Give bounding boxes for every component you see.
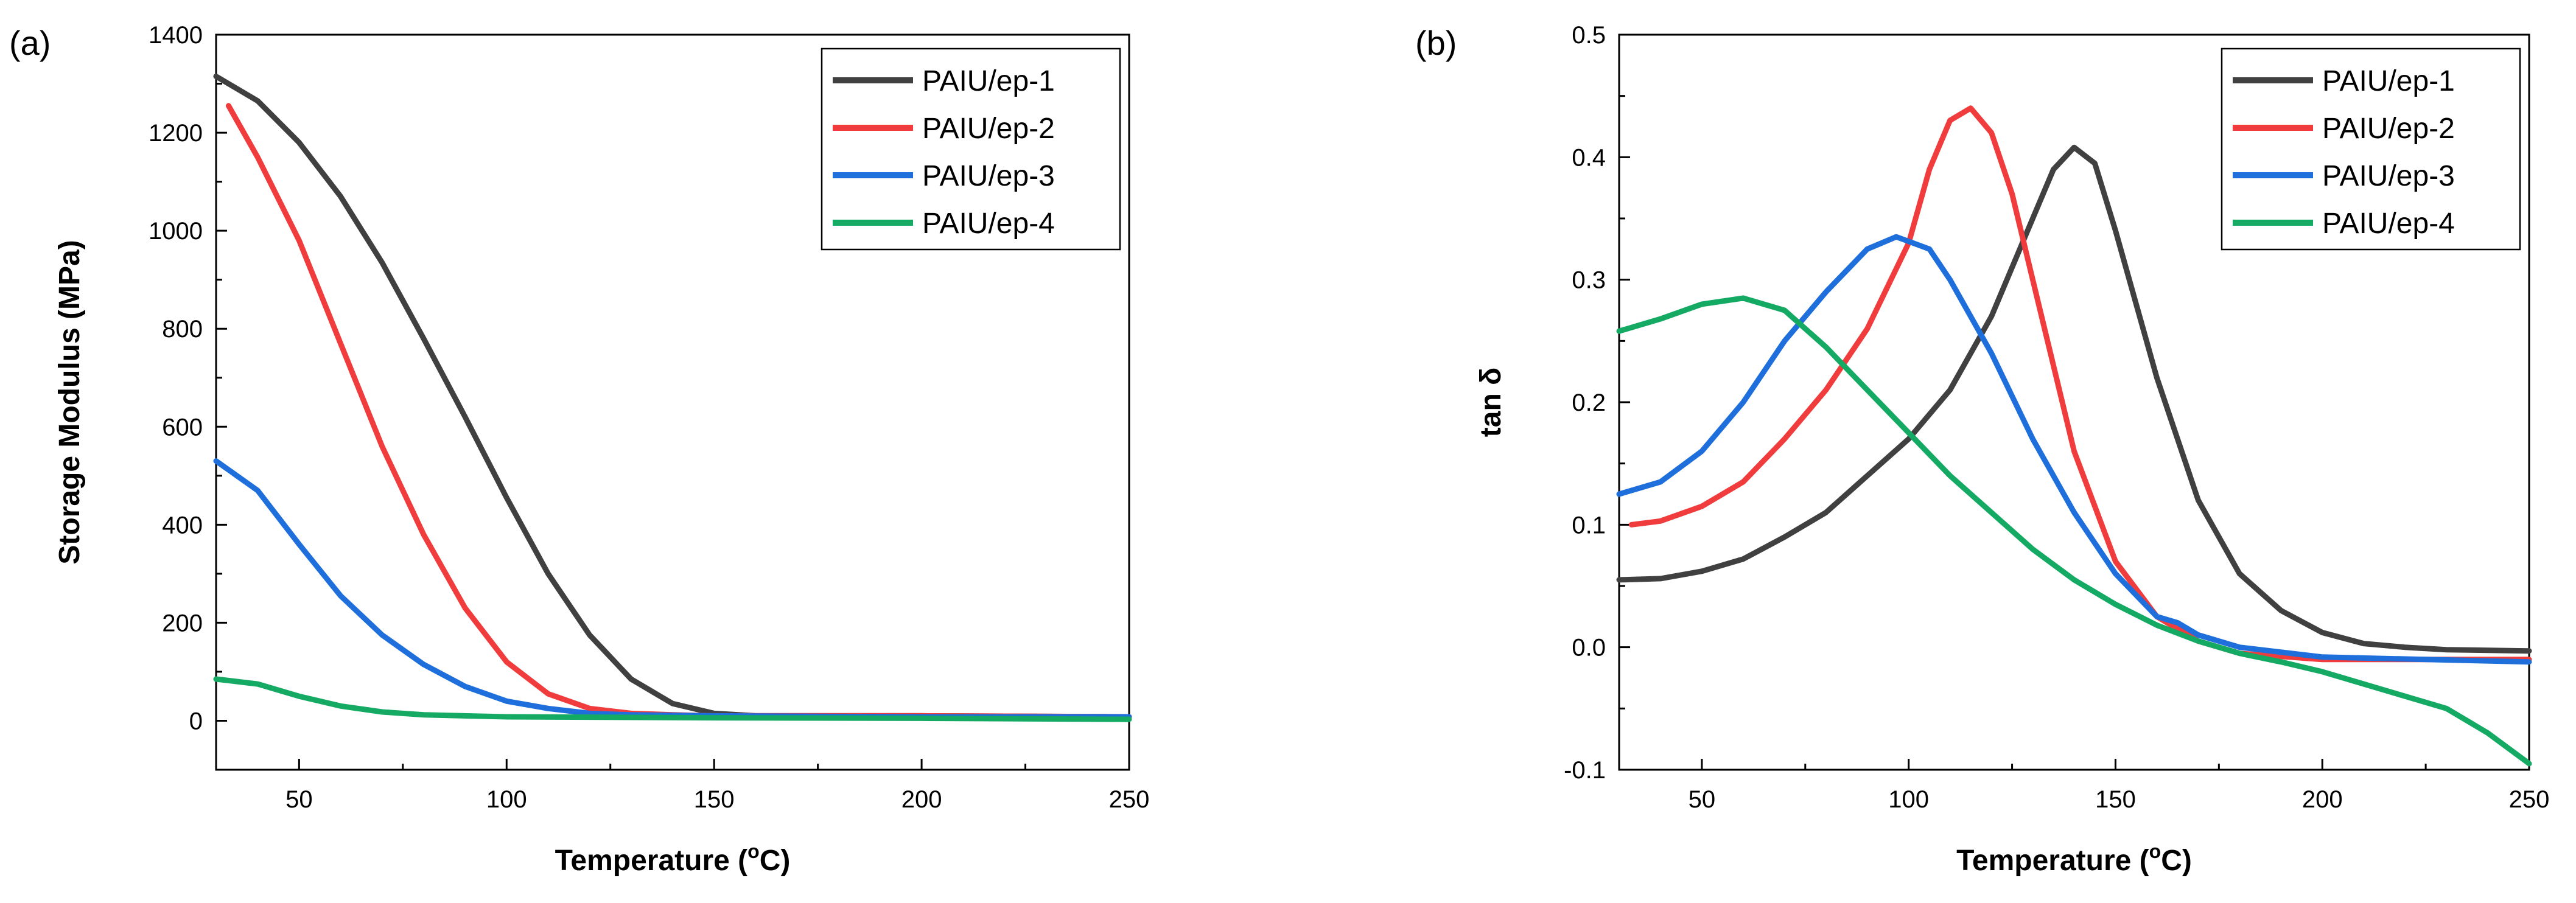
chart1-series-4-line xyxy=(213,676,1132,722)
chart1-legend: PAIU/ep-1 PAIU/ep-2 PAIU/ep-3 PAIU/ep-4 xyxy=(821,47,1121,251)
chart1-x-tick-label: 50 xyxy=(285,786,313,813)
chart1-y-tick-label: 1200 xyxy=(149,120,203,147)
chart2-series-1-line xyxy=(1616,144,2532,654)
chart2-legend-label-3: PAIU/ep-3 xyxy=(2322,160,2455,192)
chart1-legend-label-2: PAIU/ep-2 xyxy=(922,113,1055,145)
chart1-legend-label-1: PAIU/ep-1 xyxy=(922,65,1055,97)
chart2-legend-label-4: PAIU/ep-4 xyxy=(2322,207,2455,240)
chart2-legend-label-1: PAIU/ep-1 xyxy=(2322,65,2455,97)
chart2-y-tick-label: -0.1 xyxy=(1564,757,1606,784)
chart1-y-axis-title: Storage Modulus (MPa) xyxy=(54,240,86,564)
chart1-legend-label-4: PAIU/ep-4 xyxy=(922,207,1055,240)
chart2-x-tick-label: 200 xyxy=(2302,786,2343,813)
chart2-y-tick-label: 0.1 xyxy=(1572,512,1606,539)
chart1-x-tick-label: 150 xyxy=(694,786,735,813)
chart2-legend-label-2: PAIU/ep-2 xyxy=(2322,113,2455,145)
chart1-y-tick-label: 200 xyxy=(162,610,203,636)
chart2-y-tick-label: 0.3 xyxy=(1572,267,1606,294)
chart2-y-tick-label: 0.0 xyxy=(1572,635,1606,661)
chart1-y-tick-label: 0 xyxy=(189,708,203,734)
chart2-y-tick-label: 0.4 xyxy=(1572,144,1606,171)
chart2-x-tick-label: 250 xyxy=(2509,786,2550,813)
chart1-y-tick-label: 1400 xyxy=(149,22,203,49)
chart1-plot-frame xyxy=(215,33,1130,771)
chart2-y-axis-title: tan δ xyxy=(1475,368,1507,437)
chart2-series-3-line xyxy=(1616,234,2532,665)
chart2-x-tick-label: 50 xyxy=(1689,786,1716,813)
chart1-x-tick-label: 250 xyxy=(1109,786,1150,813)
chart2-x-tick-label: 150 xyxy=(2095,786,2136,813)
chart1-y-tick-label: 800 xyxy=(162,316,203,343)
chart1: 50 100 150 200 250 0 200 400 600 800 1000 1200 1400 P… xyxy=(9,22,1149,877)
chart2: 50 100 150 200 250 -0.1 0.0 0.1 0.2 0.3 0.4 0.5 PAIU… xyxy=(1415,22,2549,877)
chart2-y-tick-label: 0.5 xyxy=(1572,22,1606,49)
chart1-series-3-line xyxy=(213,458,1132,720)
chart2-x-tick-label: 100 xyxy=(1888,786,1929,813)
chart2-y-tick-label: 0.2 xyxy=(1572,389,1606,416)
chart2-panel-label: (b) xyxy=(1415,24,1457,62)
chart1-x-tick-label: 100 xyxy=(486,786,527,813)
chart1-y-tick-label: 600 xyxy=(162,414,203,441)
chart2-series-4-line xyxy=(1616,295,2532,767)
chart1-x-tick-label: 200 xyxy=(901,786,942,813)
chart1-y-tick-label: 1000 xyxy=(149,218,203,245)
chart1-x-axis-title: Temperature (oC) xyxy=(555,840,791,877)
chart1-panel-label: (a) xyxy=(9,24,51,62)
chart1-y-tick-label: 400 xyxy=(162,512,203,539)
chart2-x-axis-title: Temperature (oC) xyxy=(1956,840,2192,877)
chart2-legend: PAIU/ep-1 PAIU/ep-2 PAIU/ep-3 PAIU/ep-4 xyxy=(2221,47,2521,251)
chart1-legend-label-3: PAIU/ep-3 xyxy=(922,160,1055,192)
